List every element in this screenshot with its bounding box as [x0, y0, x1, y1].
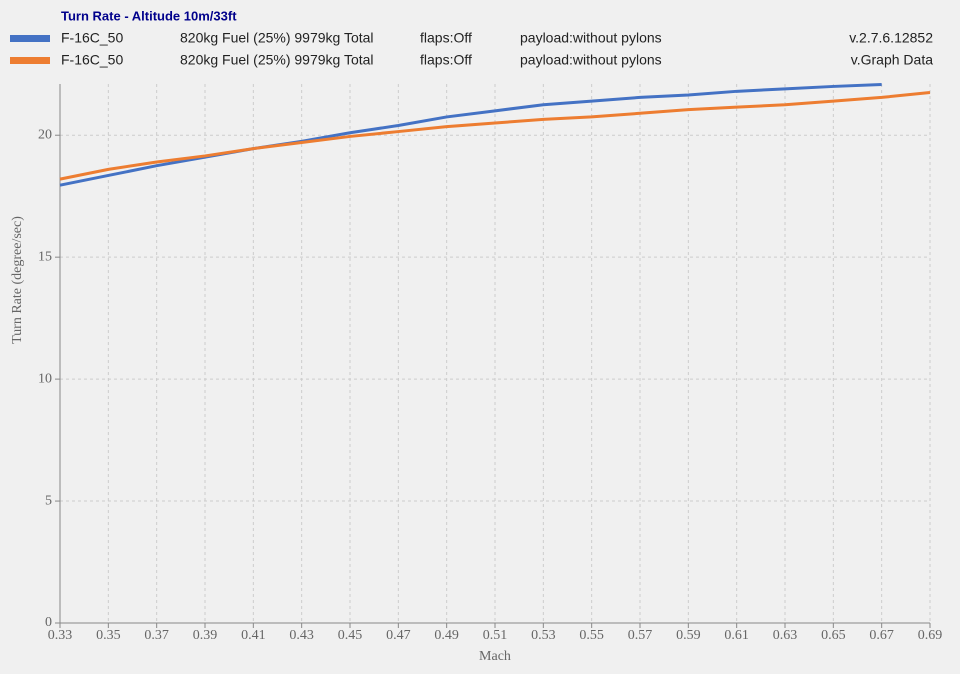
chart-title: Turn Rate - Altitude 10m/33ft [61, 8, 237, 23]
legend-flaps: flaps:Off [420, 52, 472, 68]
legend-flaps: flaps:Off [420, 30, 472, 46]
x-tick-label: 0.59 [676, 628, 701, 643]
x-tick-label: 0.51 [483, 628, 508, 643]
x-tick-label: 0.49 [434, 628, 459, 643]
x-tick-label: 0.65 [821, 628, 846, 643]
x-tick-label: 0.33 [48, 628, 73, 643]
legend-fuel: 820kg Fuel (25%) 9979kg Total [180, 30, 374, 46]
x-tick-label: 0.39 [193, 628, 218, 643]
x-tick-label: 0.53 [531, 628, 556, 643]
y-tick-label: 20 [38, 127, 52, 142]
y-tick-label: 15 [38, 249, 52, 264]
legend-version: v.Graph Data [851, 52, 933, 68]
x-tick-label: 0.47 [386, 628, 411, 643]
x-tick-label: 0.43 [289, 628, 314, 643]
x-tick-label: 0.69 [918, 628, 943, 643]
x-tick-label: 0.63 [773, 628, 798, 643]
legend-payload: payload:without pylons [520, 30, 662, 46]
x-axis-label: Mach [479, 649, 511, 664]
x-tick-label: 0.67 [869, 628, 894, 643]
y-tick-label: 10 [38, 371, 52, 386]
x-tick-label: 0.55 [579, 628, 604, 643]
legend-version: v.2.7.6.12852 [849, 30, 933, 46]
legend-label: F-16C_50 [61, 52, 123, 68]
y-tick-label: 5 [45, 493, 52, 508]
series-line [59, 91, 931, 181]
y-axis-label: Turn Rate (degree/sec) [10, 216, 25, 344]
x-tick-label: 0.61 [724, 628, 749, 643]
x-tick-label: 0.41 [241, 628, 266, 643]
x-tick-label: 0.37 [144, 628, 169, 643]
legend-payload: payload:without pylons [520, 52, 662, 68]
x-tick-label: 0.35 [96, 628, 121, 643]
legend-swatch [10, 57, 50, 64]
series-line [59, 82, 882, 187]
y-tick-label: 0 [45, 615, 52, 630]
legend-swatch [10, 35, 50, 42]
x-tick-label: 0.45 [338, 628, 363, 643]
legend-label: F-16C_50 [61, 30, 123, 46]
x-tick-label: 0.57 [628, 628, 653, 643]
legend-fuel: 820kg Fuel (25%) 9979kg Total [180, 52, 374, 68]
